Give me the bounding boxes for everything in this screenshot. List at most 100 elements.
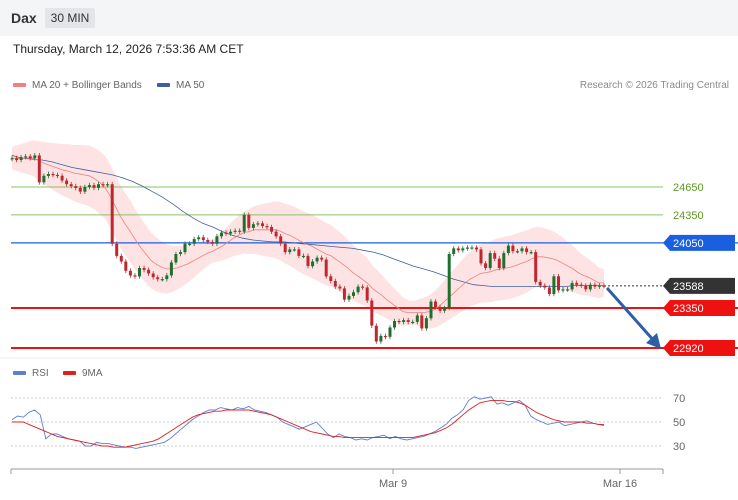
candle-body bbox=[502, 253, 506, 268]
candle-body bbox=[206, 240, 210, 242]
candle-body bbox=[160, 279, 164, 281]
candle-body bbox=[452, 248, 456, 254]
candle-body bbox=[133, 275, 137, 277]
candle-body bbox=[557, 276, 560, 291]
level-label-24050: 24050 bbox=[673, 238, 704, 250]
candle-body bbox=[124, 261, 128, 271]
candle-body bbox=[315, 257, 319, 262]
candle-body bbox=[493, 253, 497, 259]
candle-body bbox=[570, 282, 574, 290]
candle-body bbox=[128, 270, 132, 276]
timestamp: Thursday, March 12, 2026 7:53:36 AM CET bbox=[13, 42, 244, 56]
candle-body bbox=[552, 276, 556, 294]
candle-body bbox=[320, 257, 324, 260]
candle-body bbox=[438, 307, 442, 311]
ma50-line bbox=[11, 155, 604, 288]
candle-body bbox=[101, 184, 105, 186]
candle-body bbox=[443, 308, 447, 311]
candle-body bbox=[292, 249, 296, 251]
candle-body bbox=[51, 174, 55, 176]
candles bbox=[10, 153, 606, 344]
candle-body bbox=[15, 158, 19, 161]
legend-rsi: RSI bbox=[13, 368, 49, 379]
level-tag-22920 bbox=[663, 340, 735, 356]
level-label-23588: 23588 bbox=[673, 281, 704, 293]
candle-body bbox=[547, 287, 551, 294]
legend-ma20: MA 20 + Bollinger Bands bbox=[13, 80, 142, 91]
candle-body bbox=[60, 175, 64, 181]
candle-body bbox=[115, 243, 119, 256]
candle-body bbox=[470, 247, 474, 249]
ma20-line bbox=[12, 157, 604, 314]
candle-body bbox=[479, 249, 483, 264]
candle-body bbox=[370, 300, 374, 326]
legend-ma50: MA 50 bbox=[157, 80, 204, 91]
instrument-title: Dax bbox=[11, 10, 37, 26]
candle-body bbox=[42, 175, 46, 183]
candle-body bbox=[342, 288, 346, 300]
candle-body bbox=[602, 285, 606, 287]
candle-body bbox=[24, 156, 28, 158]
candle-body bbox=[324, 259, 328, 277]
candle-body bbox=[37, 155, 41, 183]
candle-body bbox=[338, 286, 342, 289]
candle-body bbox=[265, 226, 269, 228]
header-bar: Dax 30 MIN bbox=[0, 0, 738, 36]
candle-body bbox=[256, 223, 260, 225]
candle-body bbox=[251, 224, 255, 228]
candle-body bbox=[201, 237, 205, 241]
rsi-tick-70: 70 bbox=[673, 393, 685, 405]
timeframe-badge[interactable]: 30 MIN bbox=[45, 8, 95, 28]
candle-body bbox=[224, 232, 228, 234]
candle-body bbox=[588, 284, 592, 290]
candle-body bbox=[434, 301, 437, 308]
candle-body bbox=[192, 239, 196, 244]
candle-body bbox=[488, 253, 492, 268]
candle-body bbox=[365, 287, 369, 301]
rsi-tick-30: 30 bbox=[673, 441, 685, 453]
candle-body bbox=[352, 292, 355, 296]
candle-body bbox=[19, 157, 23, 160]
candle-body bbox=[279, 236, 283, 244]
bollinger-band bbox=[12, 140, 604, 329]
candle-body bbox=[110, 184, 114, 244]
candle-body bbox=[87, 185, 91, 187]
candle-body bbox=[220, 232, 223, 237]
candle-body bbox=[593, 284, 597, 287]
ma50-swatch bbox=[157, 83, 170, 88]
candle-body bbox=[424, 318, 428, 329]
candle-body bbox=[333, 281, 337, 287]
candle-body bbox=[138, 268, 141, 277]
candle-body bbox=[543, 285, 547, 288]
candle-body bbox=[465, 247, 469, 249]
level-label-23350: 23350 bbox=[673, 303, 704, 315]
candle-body bbox=[238, 230, 242, 232]
candle-body bbox=[247, 214, 251, 228]
ma20-label: MA 20 + Bollinger Bands bbox=[32, 80, 142, 91]
candle-body bbox=[106, 184, 110, 186]
candle-body bbox=[306, 255, 310, 267]
candle-body bbox=[46, 174, 50, 176]
candle-body bbox=[297, 249, 301, 256]
candle-body bbox=[215, 236, 219, 244]
candle-body bbox=[516, 251, 519, 253]
level-label-24350: 24350 bbox=[673, 210, 704, 222]
candle-body bbox=[270, 227, 274, 232]
candle-body bbox=[566, 289, 570, 291]
level-tag-23588 bbox=[663, 277, 735, 294]
candle-body bbox=[475, 247, 478, 250]
candle-body bbox=[151, 273, 155, 278]
level-tag-24050 bbox=[663, 234, 735, 251]
candle-body bbox=[461, 248, 465, 251]
candle-body bbox=[379, 335, 383, 342]
candle-body bbox=[420, 315, 424, 329]
rsi-swatch bbox=[13, 371, 26, 376]
rsi-ma-swatch bbox=[63, 371, 76, 376]
level-label-24650: 24650 bbox=[673, 182, 704, 194]
candle-body bbox=[147, 269, 151, 274]
candle-body bbox=[597, 285, 601, 287]
candle-body bbox=[229, 231, 233, 234]
candle-body bbox=[74, 186, 78, 188]
candle-body bbox=[283, 243, 287, 253]
